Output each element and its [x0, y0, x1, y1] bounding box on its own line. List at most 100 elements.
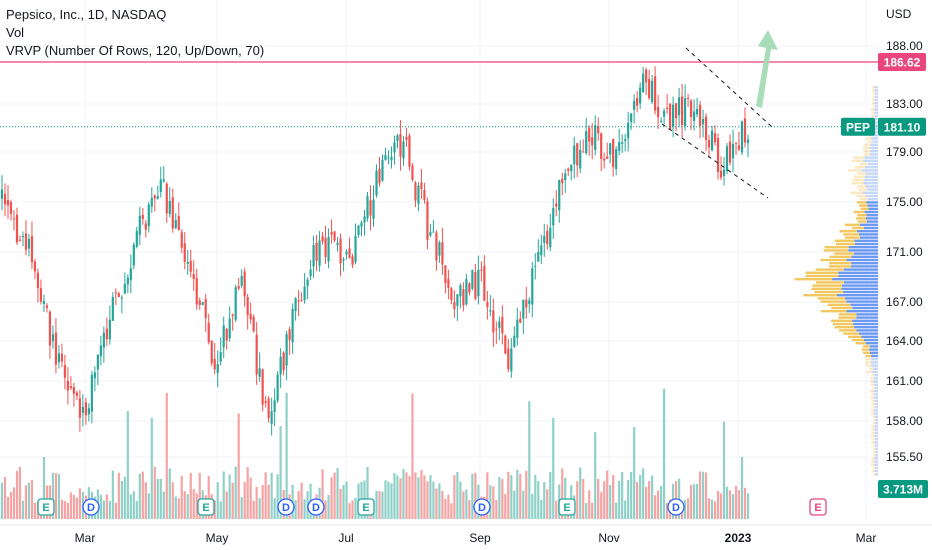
vp-up-bar: [863, 338, 878, 342]
time-tick-label: May: [206, 531, 229, 545]
candle-body: [492, 310, 495, 333]
volume-bar: [600, 492, 603, 519]
earnings-marker: E: [809, 498, 827, 516]
volume-bar: [597, 478, 600, 519]
event-marker-letter: D: [282, 502, 290, 514]
candle: [504, 334, 507, 355]
vp-down-bar: [794, 278, 833, 281]
vp-up-bar: [874, 434, 878, 438]
vp-down-bar: [838, 329, 857, 332]
candle-body: [294, 298, 297, 312]
vp-up-bar: [874, 463, 878, 466]
candle: [438, 240, 441, 263]
candle: [291, 303, 294, 354]
volume-bar: [621, 471, 624, 519]
volume-bar: [654, 495, 657, 519]
candle-body: [42, 300, 46, 304]
candle-body: [15, 214, 19, 243]
vp-up-bar: [873, 108, 878, 111]
candle-body: [78, 398, 81, 418]
vp-up-bar: [851, 255, 878, 258]
candle-body: [576, 143, 579, 166]
candle-body: [510, 348, 513, 372]
vp-up-bar: [864, 210, 878, 214]
volume-bar: [192, 489, 195, 519]
candle: [168, 187, 171, 218]
candle-body: [99, 345, 102, 357]
volume-bar: [30, 480, 34, 519]
vp-down-bar: [869, 367, 874, 370]
candle-body: [282, 352, 285, 371]
candle: [573, 136, 576, 179]
candle: [207, 313, 210, 345]
vp-down-bar: [803, 294, 837, 297]
candle: [225, 327, 228, 350]
vp-down-bar: [812, 284, 842, 287]
price-tick-label: 158.00: [886, 414, 923, 428]
candlesticks: [0, 66, 750, 436]
volume-bar: [51, 472, 55, 519]
candle-body: [399, 134, 402, 157]
candle: [87, 403, 90, 422]
vp-down-bar: [856, 217, 866, 220]
vp-down-bar: [871, 425, 875, 428]
channel-lower-line: [661, 123, 769, 199]
candle-body: [525, 299, 528, 308]
candle: [78, 389, 81, 432]
candle: [704, 113, 708, 152]
candle-body: [159, 179, 162, 192]
candle: [309, 260, 312, 281]
candle: [228, 306, 231, 342]
vp-up-bar: [863, 182, 878, 185]
candle-body: [459, 285, 462, 297]
candle-body: [663, 110, 666, 117]
vp-down-bar: [871, 428, 875, 431]
candle-body: [486, 302, 489, 308]
volume-bar: [171, 482, 174, 519]
candle: [728, 134, 732, 166]
vp-down-bar: [867, 140, 873, 143]
candle: [198, 297, 201, 310]
candle: [375, 164, 378, 198]
candle-body: [276, 374, 279, 401]
vp-up-bar: [868, 207, 878, 210]
vp-up-bar: [858, 332, 878, 335]
candle-body: [114, 292, 117, 294]
vp-down-bar: [872, 444, 876, 447]
candle-body: [534, 266, 537, 268]
candle-body: [606, 156, 609, 159]
candle-body: [60, 353, 64, 362]
candle-body: [621, 142, 624, 144]
candle-body: [297, 300, 300, 302]
vp-down-bar: [832, 322, 854, 326]
candle: [108, 305, 111, 345]
candle: [162, 166, 165, 183]
candle-body: [396, 135, 399, 142]
candle: [114, 288, 117, 306]
volume-bar: [722, 421, 726, 519]
candle: [222, 316, 225, 359]
volume-bar: [504, 493, 507, 519]
volume-bar: [453, 475, 456, 519]
candle: [351, 253, 354, 269]
volume-bar: [9, 491, 13, 519]
vp-down-bar: [872, 386, 875, 390]
candle: [294, 297, 297, 321]
candle-body: [96, 354, 99, 370]
vp-down-bar: [856, 201, 867, 204]
volume-bar: [336, 468, 339, 519]
vp-up-bar: [870, 361, 878, 364]
candle: [36, 268, 40, 303]
volume-bar: [627, 479, 630, 519]
candle: [153, 194, 156, 212]
volume-bar: [126, 411, 129, 519]
volume-bar: [666, 502, 669, 519]
vp-down-bar: [857, 220, 867, 223]
candle: [84, 397, 87, 425]
candle: [396, 133, 399, 149]
candle-body: [393, 142, 396, 153]
vp-down-bar: [871, 89, 875, 92]
volume-bar: [531, 493, 534, 519]
vp-down-bar: [870, 108, 874, 111]
